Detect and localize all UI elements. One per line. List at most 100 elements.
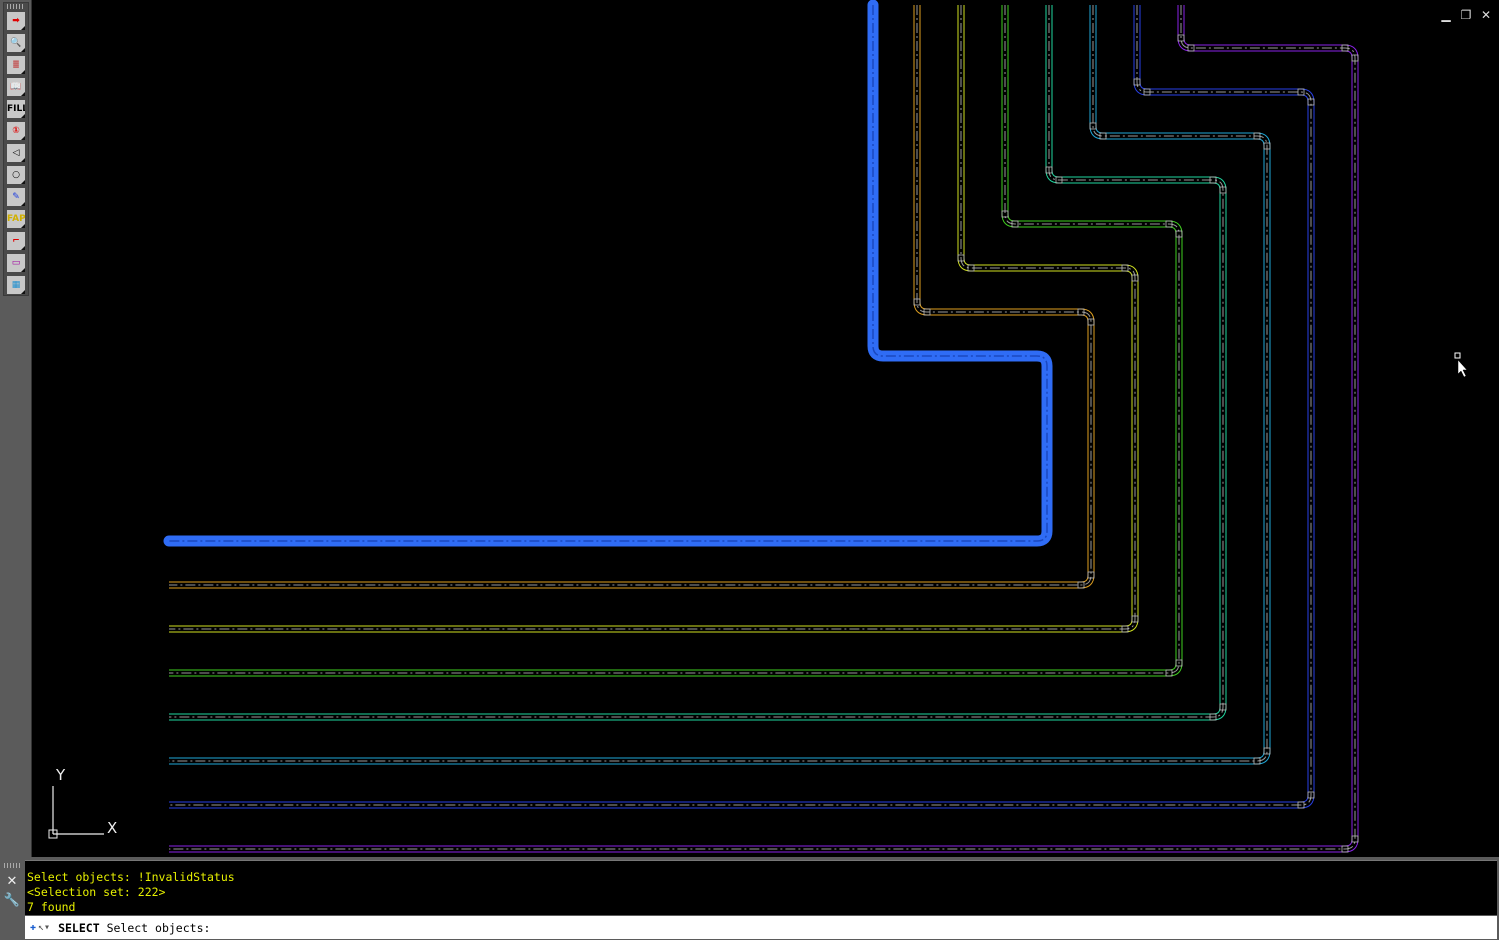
pipe-fitting xyxy=(957,254,965,262)
zoom-magnifier-icon[interactable]: 🔍 xyxy=(7,34,25,52)
pipe-fitting xyxy=(1175,230,1183,238)
circle-lens-icon[interactable]: ○ xyxy=(7,166,25,184)
pipe-inner xyxy=(169,5,1226,720)
pipe-inner xyxy=(169,5,1270,764)
toolbar-panel: ➡ 🔍 ≣ 📖 FILL ① ◁ ○ ✎ FAP ⌐ ▭ ▦ xyxy=(3,2,29,296)
pipe-outline xyxy=(169,5,1183,677)
close-button[interactable]: ✕ xyxy=(1480,8,1492,22)
pickbox-cursor xyxy=(1454,352,1461,359)
pipe-inner xyxy=(169,5,1182,676)
ucs-origin-box xyxy=(48,829,58,839)
pipe-fitting xyxy=(913,298,921,306)
pipe-fitting xyxy=(1001,210,1009,218)
pipe-fitting xyxy=(967,264,975,272)
building-icon[interactable]: ▦ xyxy=(7,276,25,294)
ucs-y-label: Y xyxy=(55,766,66,784)
pipe-fitting xyxy=(1087,571,1095,579)
pipe-centerline xyxy=(169,5,1224,718)
pipe-fitting xyxy=(1177,34,1185,42)
pipe-fitting xyxy=(1209,713,1217,721)
left-toolbar: ➡ 🔍 ≣ 📖 FILL ① ◁ ○ ✎ FAP ⌐ ▭ ▦ xyxy=(0,0,31,857)
pipe-centerline xyxy=(169,5,1180,674)
pipe-fitting xyxy=(1187,44,1195,52)
mouse-cursor-icon xyxy=(1457,359,1468,378)
history-line: Select objects: !InvalidStatus xyxy=(27,870,235,884)
monitor-panel-icon[interactable]: ▭ xyxy=(7,254,25,272)
pipe-inner xyxy=(169,5,1138,632)
pipe-fitting xyxy=(1143,88,1151,96)
pipe-centerline xyxy=(169,5,1356,850)
command-line-side: ✕ 🔧 xyxy=(0,861,24,940)
paint-palette-icon[interactable]: ✎ xyxy=(7,188,25,206)
pipe-fitting xyxy=(1219,703,1227,711)
pipe-inner xyxy=(169,5,1314,808)
pipe-fitting xyxy=(1045,166,1053,174)
pipe-fitting xyxy=(1099,132,1107,140)
pipe-fitting xyxy=(1263,747,1271,755)
pipe-fitting xyxy=(1165,669,1173,677)
pipe-fitting xyxy=(1133,78,1141,86)
eye-view-icon[interactable]: ◁ xyxy=(7,144,25,162)
pipe-fitting xyxy=(1351,835,1359,843)
history-line: 7 found xyxy=(27,900,76,914)
pipe-fitting xyxy=(923,308,931,316)
fill-icon[interactable]: FILL xyxy=(7,100,25,118)
pipe-fitting xyxy=(1341,44,1349,52)
pipe-outline xyxy=(169,5,1227,721)
pipe-fitting xyxy=(1307,98,1315,106)
pipe-fitting xyxy=(1297,801,1305,809)
pipe-outline xyxy=(169,5,1271,765)
pipe-fitting xyxy=(1209,176,1217,184)
pipe-centerline xyxy=(169,5,1092,586)
wrench-icon[interactable]: 🔧 xyxy=(3,893,21,908)
layers-stack-icon[interactable]: ≣ xyxy=(7,56,25,74)
pipe-fitting xyxy=(1351,54,1359,62)
customize-icon[interactable]: ✚ xyxy=(30,922,37,933)
close-command-line-icon[interactable]: ✕ xyxy=(6,874,18,889)
pipe-fitting xyxy=(1253,132,1261,140)
fap-icon[interactable]: FAP xyxy=(7,210,25,228)
pipe-fitting xyxy=(1121,625,1129,633)
toolbar-grip[interactable] xyxy=(7,4,25,9)
pipe-centerline xyxy=(169,5,1136,630)
pipe-fitting xyxy=(1011,220,1019,228)
pipe-centerline xyxy=(169,5,1268,762)
pipe-fitting xyxy=(1165,220,1173,228)
ucs-x-label: X xyxy=(107,819,117,837)
pipe-fitting xyxy=(1089,122,1097,130)
pipe-fitting xyxy=(1131,274,1139,282)
pipe-centerline xyxy=(169,5,1312,806)
open-book-icon[interactable]: 📖 xyxy=(7,78,25,96)
pipe-fitting xyxy=(1087,318,1095,326)
prompt-command: SELECT xyxy=(58,920,100,935)
pipe-fitting xyxy=(1077,581,1085,589)
cursor-dropdown-icon[interactable]: ↖▾ xyxy=(38,922,51,933)
command-grip[interactable] xyxy=(4,863,20,868)
drawing-svg: YX xyxy=(48,0,1468,853)
command-input[interactable]: ✚ ↖▾ SELECT Select objects: xyxy=(25,916,1497,939)
route-green-icon[interactable]: ⌐ xyxy=(7,232,25,250)
history-line: <Selection set: 222> xyxy=(27,885,166,899)
prompt-text: Select objects: xyxy=(106,920,211,935)
pipe-fitting xyxy=(1219,186,1227,194)
red-circle-one-icon[interactable]: ① xyxy=(7,122,25,140)
pipe-fitting xyxy=(1253,757,1261,765)
pipe-inner xyxy=(169,5,1094,588)
pipe-outline xyxy=(169,5,1315,809)
pipe-outline xyxy=(169,5,1139,633)
pipe-fitting xyxy=(1077,308,1085,316)
restore-button[interactable]: ❐ xyxy=(1460,8,1472,22)
window-controls: ▁ ❐ ✕ xyxy=(1440,8,1492,22)
pipe-fitting xyxy=(1307,791,1315,799)
pipe-fitting xyxy=(1131,615,1139,623)
pipe-centerline xyxy=(169,5,1048,542)
pipe-fitting xyxy=(1341,845,1349,853)
command-line: ✕ 🔧 Select objects: !InvalidStatus <Sele… xyxy=(0,857,1499,940)
pipe-fitting xyxy=(1297,88,1305,96)
minimize-button[interactable]: ▁ xyxy=(1441,8,1451,22)
pipe-fitting xyxy=(1175,659,1183,667)
pipe-fitting xyxy=(1121,264,1129,272)
pipe-outline xyxy=(169,5,1095,589)
red-arrow-icon[interactable]: ➡ xyxy=(7,12,25,30)
